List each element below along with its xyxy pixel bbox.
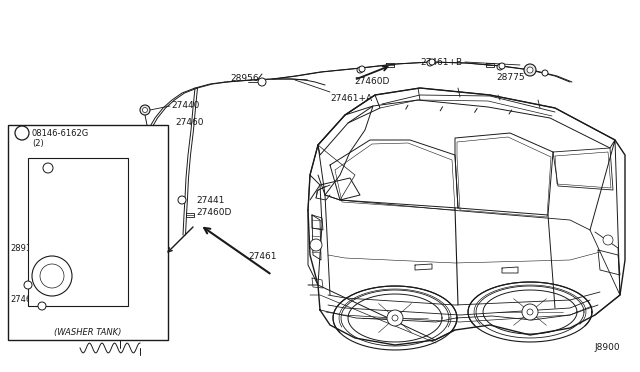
Circle shape (429, 59, 435, 65)
Circle shape (178, 196, 186, 204)
Text: 27461+B: 27461+B (420, 58, 462, 67)
Circle shape (258, 78, 266, 86)
Text: 28916: 28916 (10, 244, 36, 253)
Bar (28, 158, 128, 306)
Circle shape (527, 309, 533, 315)
Text: 27441: 27441 (196, 196, 225, 205)
Text: (2): (2) (32, 139, 44, 148)
Circle shape (497, 64, 503, 70)
Circle shape (603, 235, 613, 245)
Text: 27440: 27440 (171, 101, 200, 110)
Circle shape (15, 126, 29, 140)
Text: 27460: 27460 (175, 118, 204, 127)
Circle shape (310, 239, 322, 251)
Text: S: S (19, 132, 25, 141)
Text: 27460D: 27460D (354, 77, 389, 86)
Circle shape (140, 105, 150, 115)
Circle shape (43, 163, 53, 173)
Text: 27461+A: 27461+A (330, 94, 372, 103)
Circle shape (357, 67, 363, 73)
Circle shape (359, 66, 365, 72)
Text: 08146-6162G: 08146-6162G (32, 129, 89, 138)
Text: 28956: 28956 (230, 74, 259, 83)
Text: (WASHER TANK): (WASHER TANK) (54, 328, 122, 337)
Text: 28775: 28775 (496, 73, 525, 82)
Circle shape (32, 256, 72, 296)
Bar (8, 125, 168, 340)
Circle shape (427, 60, 433, 66)
Text: 27460D: 27460D (196, 208, 232, 217)
Circle shape (143, 108, 147, 112)
Text: J8900: J8900 (595, 343, 620, 352)
Circle shape (40, 264, 64, 288)
Circle shape (527, 67, 533, 73)
Circle shape (499, 63, 505, 69)
Circle shape (542, 70, 548, 76)
Circle shape (38, 302, 46, 310)
Circle shape (524, 64, 536, 76)
Text: 27480: 27480 (62, 162, 88, 171)
Text: 27460C: 27460C (10, 295, 42, 304)
Circle shape (392, 315, 398, 321)
Circle shape (24, 281, 32, 289)
Circle shape (522, 304, 538, 320)
Circle shape (387, 310, 403, 326)
Text: 27461: 27461 (248, 252, 276, 261)
